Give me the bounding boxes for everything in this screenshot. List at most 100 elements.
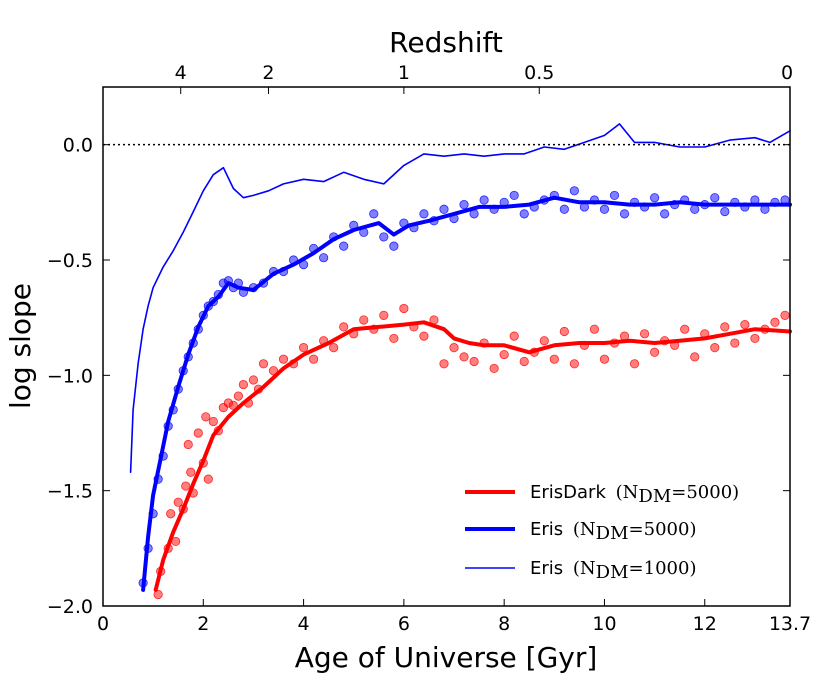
scatter-point-1-68 <box>720 206 730 217</box>
scatter-point-0-77 <box>780 310 790 320</box>
series-line-1 <box>141 195 792 592</box>
x-axis-title: Age of Universe [Gyr] <box>295 641 598 674</box>
series-layer <box>129 123 792 592</box>
scatter-point-0-59 <box>599 354 610 364</box>
scatter-point-0-51 <box>519 356 529 367</box>
scatter-point-1-44 <box>479 195 489 205</box>
scatter-point-1-30 <box>339 241 349 251</box>
scatter-point-0-72 <box>730 338 740 348</box>
scatter-point-0-19 <box>228 400 238 410</box>
scatter-point-1-67 <box>710 193 720 203</box>
y-tick-label-4: −2.0 <box>47 596 93 618</box>
scatter-point-1-33 <box>369 209 379 219</box>
scatter-point-1-58 <box>619 209 630 219</box>
scatter-point-0-26 <box>268 366 279 376</box>
scatter-point-1-62 <box>660 209 670 219</box>
scatter-point-0-9 <box>186 467 196 477</box>
plot-frame <box>102 86 791 607</box>
legend-label-erisdark: ErisDark (NDM=5000) <box>530 482 739 507</box>
top-tick-label-2: 1 <box>398 62 410 84</box>
scatter-point-0-27 <box>278 354 289 364</box>
legend: ErisDark (NDM=5000) Eris (NDM=5000) Eris… <box>465 482 739 583</box>
scatter-point-0-20 <box>233 391 243 401</box>
scatter-point-0-54 <box>549 354 559 364</box>
scatter-point-0-23 <box>248 375 259 385</box>
scatter-point-0-46 <box>469 356 479 367</box>
scatter-point-0-37 <box>379 310 389 320</box>
scatter-point-1-38 <box>419 209 429 219</box>
scatter-point-0-15 <box>208 416 218 427</box>
scatter-point-1-35 <box>389 241 399 251</box>
scatter-point-1-34 <box>379 232 389 242</box>
series-line-2 <box>129 123 791 474</box>
scatter-point-0-63 <box>639 329 650 339</box>
y-tick-label-2: −1.0 <box>47 365 93 387</box>
legend-label-eris-5000: Eris (NDM=5000) <box>530 519 696 544</box>
scatter-point-0-29 <box>298 343 309 353</box>
legend-label-eris-1000: Eris (NDM=1000) <box>530 558 696 583</box>
scatter-point-0-50 <box>509 331 519 341</box>
scatter-point-0-45 <box>459 352 469 362</box>
scatter-point-1-61 <box>650 193 660 203</box>
scatter-point-0-68 <box>690 352 700 362</box>
scatter-point-0-3 <box>166 509 176 519</box>
scatter-point-0-5 <box>173 497 183 507</box>
scatter-point-1-65 <box>690 204 700 214</box>
scatter-point-0-71 <box>720 322 730 332</box>
scatter-point-0-21 <box>238 379 249 390</box>
scatter-point-0-73 <box>740 319 750 330</box>
x-tick-label-1: 2 <box>197 613 209 635</box>
x-tick-label-5: 10 <box>592 613 616 635</box>
scatter-point-1-40 <box>439 204 449 214</box>
top-tick-label-1: 2 <box>262 62 274 84</box>
scatter-point-0-30 <box>309 354 319 364</box>
scatter-point-0-7 <box>181 481 191 491</box>
scatter-point-0-56 <box>569 359 579 369</box>
y-tick-label-1: −0.5 <box>47 250 93 272</box>
scatter-point-0-64 <box>650 347 660 357</box>
scatter-point-0-67 <box>680 324 690 334</box>
scatter-point-0-74 <box>750 333 760 344</box>
ticks-layer: 0 2 4 6 8 10 12 13.7 0.0 −0.5 −1.0 −1.5 −2.0 4 2 1 0.5 0 <box>47 62 811 635</box>
scatter-point-0-13 <box>201 412 211 422</box>
scatter-point-0-48 <box>489 363 499 374</box>
scatter-point-1-48 <box>519 209 529 219</box>
y-tick-label-3: −1.5 <box>47 481 93 503</box>
scatter-point-1-56 <box>599 204 610 214</box>
scatter-point-0-62 <box>629 359 640 369</box>
y-tick-label-0: 0.0 <box>63 135 93 157</box>
x-tick-label-4: 8 <box>498 613 510 635</box>
scatter-point-0-35 <box>359 315 369 325</box>
scatter-point-0-14 <box>203 474 213 484</box>
scatter-point-0-32 <box>329 343 339 353</box>
top-tick-label-0: 4 <box>175 62 187 84</box>
scatter-point-0-39 <box>399 303 409 314</box>
scatter-point-0-11 <box>193 428 203 438</box>
scatter-point-0-76 <box>770 317 780 327</box>
scatter-point-1-28 <box>319 253 329 263</box>
scatter-point-1-47 <box>509 190 519 201</box>
scatter-point-0-58 <box>589 324 600 334</box>
x-tick-label-7: 13.7 <box>769 613 811 635</box>
x-tick-label-2: 4 <box>298 613 310 635</box>
scatter-point-0-53 <box>539 336 549 346</box>
x-tick-label-3: 6 <box>398 613 410 635</box>
y-axis-title: log slope <box>4 283 37 409</box>
scatter-point-0-55 <box>559 326 569 337</box>
scatter-point-1-53 <box>569 186 579 196</box>
scatter-point-0-49 <box>499 349 509 360</box>
scatter-point-0-25 <box>258 359 269 369</box>
scatter-point-0-0 <box>153 589 163 600</box>
scatter-point-1-42 <box>459 200 469 210</box>
scatter-point-0-33 <box>339 322 349 332</box>
scatter-point-0-41 <box>419 331 429 341</box>
x-tick-label-0: 0 <box>97 613 109 635</box>
scatter-point-1-52 <box>559 204 569 214</box>
series-line-0 <box>153 320 792 592</box>
top-tick-label-4: 0 <box>781 62 793 84</box>
x-tick-label-6: 12 <box>693 613 717 635</box>
scatter-point-0-44 <box>449 343 459 353</box>
top-tick-label-3: 0.5 <box>524 62 554 84</box>
